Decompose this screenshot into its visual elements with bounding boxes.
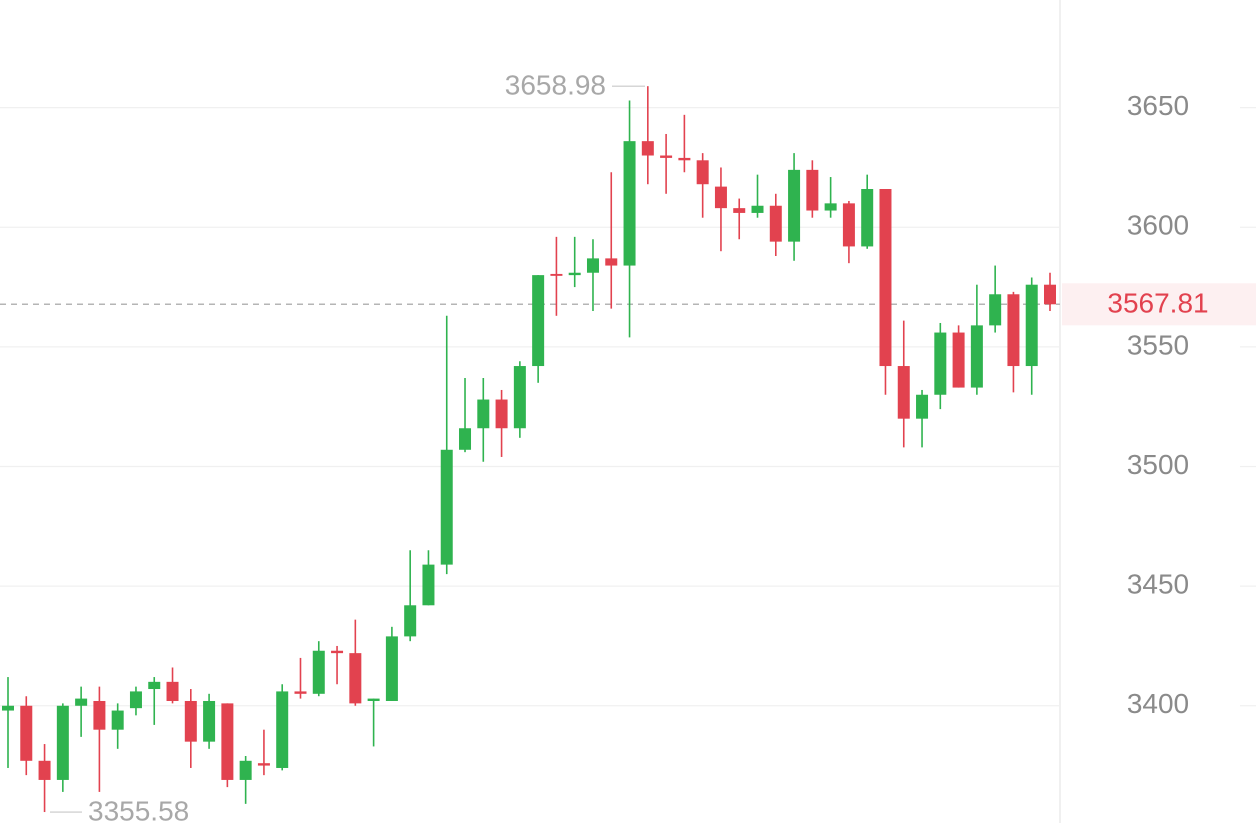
candle-body xyxy=(111,710,124,730)
candle-body xyxy=(166,681,179,701)
candle-body xyxy=(513,366,526,429)
y-tick-label: 3450 xyxy=(1127,569,1189,600)
candle-body xyxy=(605,258,618,266)
candle-body xyxy=(148,681,161,690)
candle-body xyxy=(239,760,252,780)
candle-body xyxy=(1025,284,1038,367)
max-label: 3658.98 xyxy=(505,70,606,101)
candle-body xyxy=(1044,284,1056,305)
candle-body xyxy=(276,691,289,768)
candle-body xyxy=(842,203,855,247)
candle-body xyxy=(660,155,673,158)
candle-body xyxy=(477,399,490,429)
candle-body xyxy=(38,760,51,780)
candle-body xyxy=(404,605,417,637)
candle-body xyxy=(696,160,709,185)
candle-body xyxy=(349,653,362,704)
y-tick-label: 3550 xyxy=(1127,329,1189,360)
y-tick-label: 3500 xyxy=(1127,449,1189,480)
y-tick-label: 3650 xyxy=(1127,90,1189,121)
candle-body xyxy=(861,189,874,247)
candle-body xyxy=(532,275,545,367)
candle-body xyxy=(422,564,435,606)
candle-body xyxy=(1007,294,1020,367)
candle-body xyxy=(495,399,508,429)
candle-body xyxy=(788,169,801,242)
candle-body xyxy=(203,700,216,742)
candle-body xyxy=(806,169,819,211)
candle-body xyxy=(714,186,727,209)
candle-body xyxy=(934,332,947,395)
y-tick-label: 3400 xyxy=(1127,688,1189,719)
candle-body xyxy=(916,394,929,419)
candle-body xyxy=(897,366,910,419)
candle-body xyxy=(952,332,965,388)
candle-body xyxy=(550,273,563,276)
candle-body xyxy=(733,208,746,213)
candle-body xyxy=(129,691,142,709)
candle-body xyxy=(440,449,453,565)
candle-body xyxy=(2,705,14,711)
candle-body xyxy=(879,189,892,367)
candle-body xyxy=(294,691,307,694)
y-tick-label: 3600 xyxy=(1127,210,1189,241)
candle-body xyxy=(678,157,691,161)
candle-body xyxy=(221,703,234,780)
candle-body xyxy=(367,698,380,701)
candle-body xyxy=(641,141,654,156)
candle-body xyxy=(20,705,33,761)
candle-body xyxy=(769,205,782,242)
candle-body xyxy=(989,294,1002,326)
candle-body xyxy=(75,698,88,706)
candle-body xyxy=(586,258,599,273)
min-label: 3355.58 xyxy=(88,795,189,823)
candle-body xyxy=(93,700,106,730)
candle-body xyxy=(623,141,636,266)
candle-body xyxy=(970,325,983,388)
candle-body xyxy=(331,650,344,654)
candle-body xyxy=(184,700,197,742)
candle-body xyxy=(312,650,325,694)
last-price-label: 3567.81 xyxy=(1107,288,1208,319)
candle-body xyxy=(56,705,69,780)
candle-body xyxy=(459,428,472,450)
candle-body xyxy=(568,272,581,276)
candle-body xyxy=(824,203,837,211)
candle-body xyxy=(257,763,270,766)
candle-body xyxy=(751,205,764,213)
candle-body xyxy=(385,636,398,701)
last-price-tag xyxy=(1062,283,1256,326)
